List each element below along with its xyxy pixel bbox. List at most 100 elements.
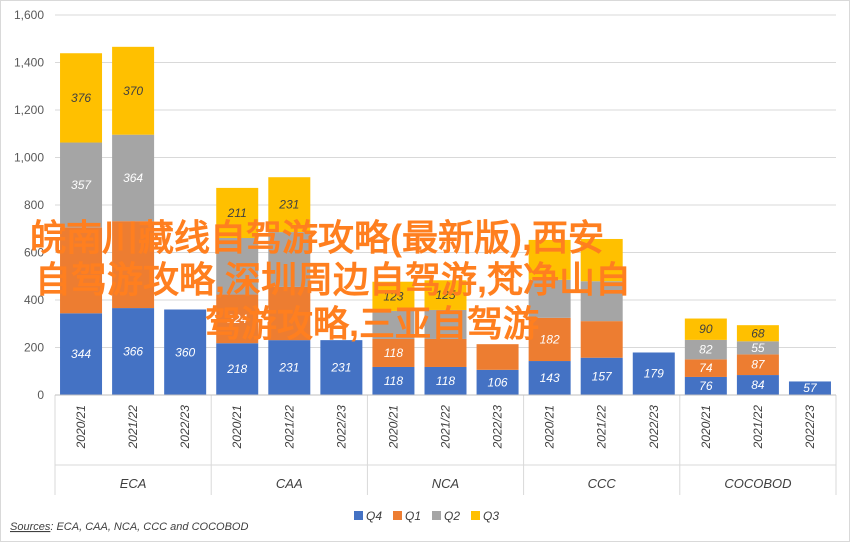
data-label: 182: [540, 332, 560, 346]
data-label: 231: [330, 361, 351, 375]
y-tick-label: 1,200: [14, 103, 44, 117]
bar-segment-q3: [372, 281, 415, 311]
bar-segment-q1: [476, 344, 519, 370]
x-category-label: 2021/22: [126, 405, 140, 450]
data-label: 123: [383, 289, 403, 303]
legend-swatch-q3: [471, 511, 480, 520]
bar-segment-q4: [372, 366, 415, 395]
source-note: Sources: ECA, CAA, NCA, CCC and COCOBOD: [10, 521, 248, 533]
bar-segment-q3: [268, 177, 311, 233]
data-label: 57: [803, 381, 818, 395]
bar-segment-q4: [216, 343, 259, 395]
bar-segment-q2: [736, 341, 779, 355]
data-label: 157: [592, 369, 613, 383]
bar-segment-q2: [580, 281, 623, 322]
bar-segment-q4: [580, 357, 623, 395]
data-label: 224: [226, 312, 247, 326]
overlay-text-line: 驾游攻略,三亚自驾游: [205, 303, 539, 344]
legend-swatch-q2: [432, 511, 441, 520]
legend: Q4 Q1 Q2 Q3: [354, 509, 499, 523]
bar-segment-q4: [424, 366, 467, 395]
y-tick-label: 400: [24, 293, 44, 307]
bar-segment-q3: [216, 187, 259, 239]
bar-segment-q1: [684, 359, 727, 377]
data-label: 74: [699, 361, 713, 375]
data-label: 376: [71, 91, 91, 105]
x-category-label: 2020/21: [386, 405, 400, 449]
bar-segment-q2: [216, 238, 259, 295]
data-label: 143: [540, 371, 560, 385]
data-label: 364: [123, 171, 143, 185]
bar-segment-q4: [60, 313, 103, 395]
bar-segment-q3: [528, 239, 571, 280]
x-category-label: 2022/23: [647, 405, 661, 450]
bar-segment-q1: [736, 354, 779, 376]
bar-segment-q1: [268, 286, 311, 341]
x-group-label: NCA: [432, 476, 459, 491]
bar-segment-q3: [580, 238, 623, 282]
x-category-label: 2021/22: [751, 405, 765, 450]
bar-segment-q1: [60, 227, 103, 314]
legend-label: Q3: [483, 509, 499, 523]
data-label: 68: [751, 326, 765, 340]
data-label: 118: [436, 374, 455, 388]
data-label: 118: [384, 374, 403, 388]
bar-segment-q4: [112, 308, 155, 395]
bar-segment-q2: [112, 134, 155, 222]
x-category-label: 2021/22: [439, 405, 453, 450]
legend-swatch-q4: [354, 511, 363, 520]
bar-segment-q4: [268, 340, 311, 395]
overlay-text-line: 皖南川藏线自驾游攻略(最新版),西安: [30, 217, 604, 258]
overlay-watermark-text: 皖南川藏线自驾游攻略(最新版),西安自驾游攻略,深圳周边自驾游,梵净山自驾游攻略…: [30, 217, 631, 344]
bar-segment-q1: [528, 317, 571, 362]
bar-segment-q3: [60, 53, 103, 143]
x-category-label: 2022/23: [178, 405, 192, 450]
bar-segment-q1: [372, 338, 415, 367]
legend-label: Q2: [444, 509, 460, 523]
data-label: 118: [384, 346, 403, 360]
legend-label: Q1: [405, 509, 421, 523]
data-label: 106: [488, 375, 508, 389]
bar-segment-q2: [372, 310, 415, 339]
x-group-label: COCOBOD: [724, 476, 791, 491]
legend-swatch-q1: [393, 511, 402, 520]
x-category-label: 2022/23: [334, 405, 348, 450]
bar-segment-q4: [684, 376, 727, 395]
data-label: 218: [226, 362, 247, 376]
bar-segment-q2: [268, 232, 311, 287]
bar-segment-q4: [320, 340, 363, 395]
x-category-label: 2022/23: [491, 405, 505, 450]
legend-label: Q4: [366, 509, 382, 523]
data-label: 179: [644, 367, 664, 381]
bar-segment-q4: [788, 381, 831, 395]
y-tick-label: 1,000: [14, 151, 44, 165]
x-category-label: 2020/21: [74, 405, 88, 449]
x-category-label: 2022/23: [803, 405, 817, 450]
data-label: 125: [435, 288, 455, 302]
y-tick-label: 1,600: [14, 8, 44, 22]
y-tick-label: 200: [24, 341, 44, 355]
data-label: 360: [175, 345, 195, 359]
bar-segment-q2: [528, 279, 571, 318]
data-label: 55: [751, 341, 765, 355]
y-tick-label: 600: [24, 246, 44, 260]
x-group-label: CAA: [276, 476, 303, 491]
bar-segment-q3: [684, 318, 727, 340]
data-label: 211: [227, 206, 247, 220]
data-label: 84: [751, 378, 765, 392]
bar-segment-q1: [580, 321, 623, 358]
data-label: 231: [278, 361, 299, 375]
axis-layer: 0 200 400 600 800 1,000 1,200 1,400 1,600 2020/21…: [14, 8, 837, 495]
x-category-label: 2020/21: [230, 405, 244, 449]
x-group-label: ECA: [120, 476, 147, 491]
data-label: 344: [71, 347, 91, 361]
x-group-label: CCC: [588, 476, 617, 491]
bar-segment-q2: [60, 142, 103, 228]
overlay-text-line: 自驾游攻略,深圳周边自驾游,梵净山自: [35, 259, 631, 300]
bar-segment-q2: [684, 339, 727, 360]
data-label: 82: [699, 343, 713, 357]
data-label: 366: [123, 345, 143, 359]
bar-segment-q4: [736, 375, 779, 395]
y-tick-label: 800: [24, 198, 44, 212]
